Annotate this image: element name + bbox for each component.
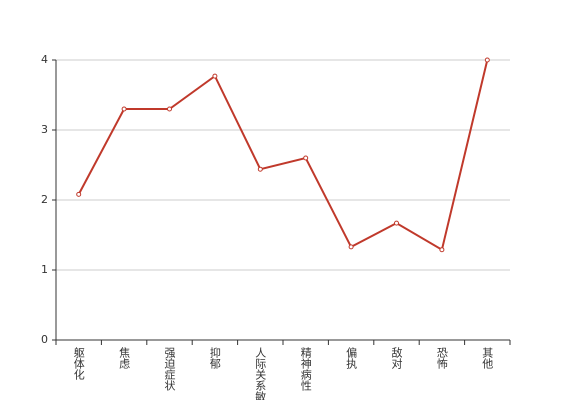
point <box>212 73 218 79</box>
x-tick-label: 抑郁 <box>208 346 221 369</box>
point <box>76 191 82 197</box>
x-tick-label: 精神病性 <box>299 347 312 392</box>
x-tick-label: 恐怖 <box>435 347 448 369</box>
point <box>439 247 445 253</box>
y-tick-label: 4 <box>41 53 48 66</box>
point <box>484 57 490 63</box>
x-tick-label: 敌对 <box>390 346 403 369</box>
x-tick-label: 偏执 <box>345 346 358 370</box>
point <box>121 106 127 112</box>
x-tick-label: 躯体化 <box>72 347 85 381</box>
point <box>167 106 172 112</box>
line <box>77 59 489 252</box>
y-tick-label: 0 <box>41 333 48 346</box>
x-tick-label: 焦虑 <box>118 347 131 369</box>
y-tick-label: 2 <box>41 193 48 206</box>
y-tick-label: 3 <box>41 123 48 136</box>
x-tick-label: 强迫症状 <box>163 347 176 391</box>
point <box>348 244 354 250</box>
x-tick-label: 人际关系敏感 <box>254 347 267 400</box>
point <box>257 166 263 172</box>
point <box>394 220 399 226</box>
point <box>303 155 309 161</box>
y-tick-label: 1 <box>41 263 48 276</box>
x-tick-label: 其他 <box>481 347 494 369</box>
